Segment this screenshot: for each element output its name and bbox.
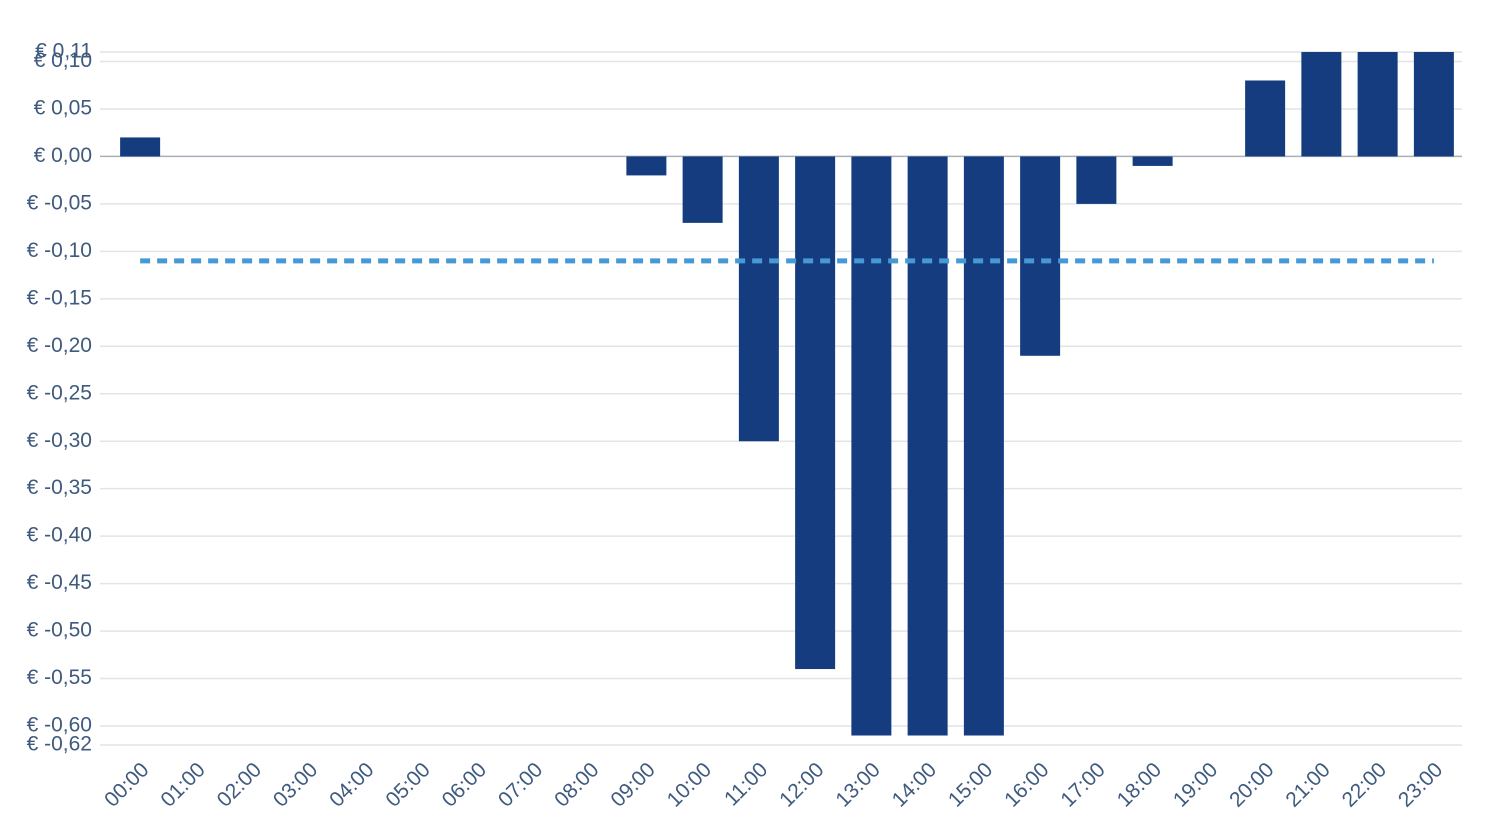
x-tick-label: 15:00 xyxy=(944,758,997,811)
x-tick-label: 22:00 xyxy=(1338,758,1391,811)
bar xyxy=(907,156,948,736)
bar xyxy=(1301,52,1342,157)
bar xyxy=(1132,156,1173,166)
x-tick-label: 13:00 xyxy=(831,758,884,811)
x-tick-label: 16:00 xyxy=(1000,758,1053,811)
x-tick-label: 10:00 xyxy=(663,758,716,811)
y-tick-label: € -0,25 xyxy=(27,381,92,404)
y-tick-label: € -0,05 xyxy=(27,191,92,214)
y-tick-label: € 0,10 xyxy=(34,49,92,72)
x-tick-label: 02:00 xyxy=(213,758,266,811)
y-tick-label: € -0,35 xyxy=(27,476,92,499)
bar xyxy=(1245,80,1286,157)
y-tick-label: € -0,10 xyxy=(27,239,92,262)
y-tick-label: € -0,15 xyxy=(27,286,92,309)
x-tick-label: 23:00 xyxy=(1394,758,1447,811)
bar xyxy=(738,156,779,442)
bar xyxy=(851,156,892,736)
x-tick-label: 12:00 xyxy=(775,758,828,811)
bar xyxy=(682,156,723,223)
y-tick-label: € -0,60 xyxy=(27,714,92,737)
y-tick-label: € -0,40 xyxy=(27,524,92,547)
x-tick-label: 20:00 xyxy=(1225,758,1278,811)
x-tick-label: 19:00 xyxy=(1169,758,1222,811)
x-tick-label: 17:00 xyxy=(1056,758,1109,811)
x-tick-label: 05:00 xyxy=(381,758,434,811)
bar xyxy=(120,137,161,157)
y-tick-label: € 0,05 xyxy=(34,97,92,120)
x-tick-label: 21:00 xyxy=(1281,758,1334,811)
bar xyxy=(1413,52,1454,157)
y-tick-label: € 0,11 xyxy=(35,40,92,63)
x-tick-label: 14:00 xyxy=(888,758,941,811)
x-tick-label: 08:00 xyxy=(550,758,603,811)
bar xyxy=(1357,52,1398,157)
bar xyxy=(795,156,836,670)
x-tick-label: 01:00 xyxy=(156,758,209,811)
x-tick-label: 09:00 xyxy=(606,758,659,811)
y-tick-label: € -0,30 xyxy=(27,429,92,452)
x-tick-label: 04:00 xyxy=(325,758,378,811)
y-tick-label: € -0,55 xyxy=(27,666,92,689)
y-tick-label: € 0,00 xyxy=(34,144,92,167)
x-tick-label: 06:00 xyxy=(438,758,491,811)
x-tick-label: 18:00 xyxy=(1113,758,1166,811)
x-tick-label: 03:00 xyxy=(269,758,322,811)
y-tick-label: € -0,62 xyxy=(27,733,92,756)
x-tick-label: 00:00 xyxy=(100,758,153,811)
bar xyxy=(626,156,667,176)
bar xyxy=(963,156,1004,736)
x-tick-label: 11:00 xyxy=(720,758,772,810)
y-tick-label: € -0,20 xyxy=(27,334,92,357)
bar xyxy=(1076,156,1117,204)
bar xyxy=(1020,156,1061,356)
y-tick-label: € -0,45 xyxy=(27,571,92,594)
y-tick-label: € -0,50 xyxy=(27,619,92,642)
x-tick-label: 07:00 xyxy=(494,758,547,811)
